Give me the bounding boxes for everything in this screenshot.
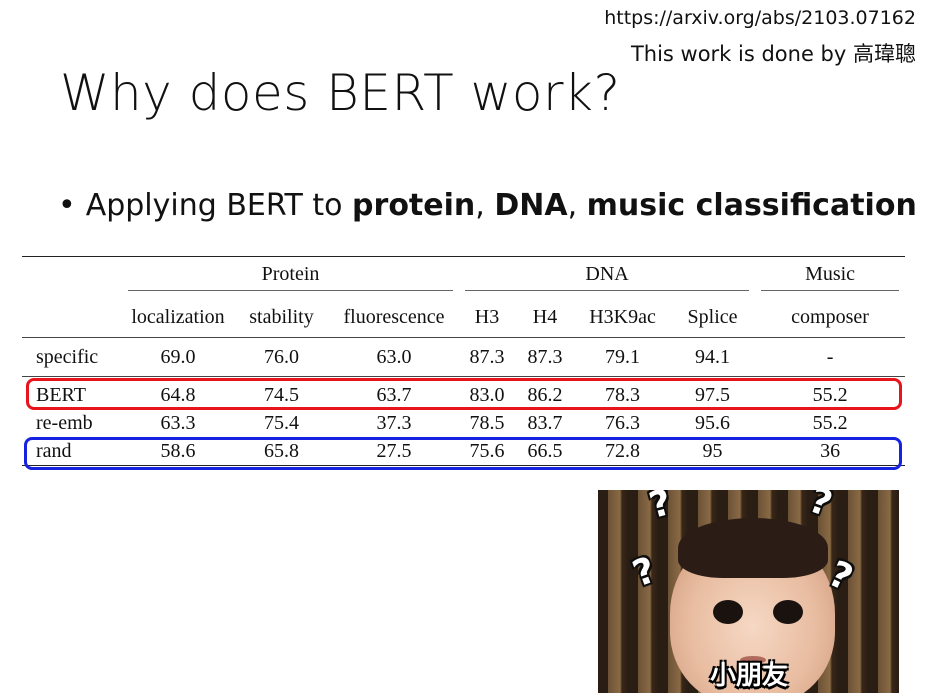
- table-cell: 75.4: [264, 411, 299, 434]
- meme-caption: 小朋友: [710, 661, 789, 691]
- credit-line: This work is done by 高瑋聰: [630, 42, 916, 66]
- bullet-point: • Applying BERT to protein, DNA, music cl…: [58, 188, 917, 223]
- table-cell: 79.1: [575, 337, 671, 377]
- table-cell: 86.2: [527, 383, 563, 406]
- bullet-dna: DNA: [494, 188, 568, 223]
- table-cell: 78.5: [469, 411, 505, 434]
- table-cell: 66.5: [515, 437, 576, 466]
- question-mark-icon: ?: [803, 490, 838, 526]
- table-cell: 97.5: [695, 383, 731, 406]
- column-header: H4: [515, 297, 576, 338]
- bullet-sep-2: ,: [567, 188, 587, 223]
- table-row: rand 58.6 65.8 27.5 75.6 66.5 72.8 95 36: [22, 437, 906, 466]
- table-cell: 74.5: [264, 383, 299, 406]
- table-cell: 58.6: [122, 437, 234, 466]
- table-row: BERT 64.8 74.5 63.7 83.0 86.2 78.3 97.5 …: [22, 377, 905, 410]
- table-cell: 69.0: [122, 337, 234, 377]
- bullet-sep-1: ,: [475, 188, 495, 223]
- group-protein: Protein: [122, 256, 460, 297]
- table-cell: 65.8: [234, 437, 329, 466]
- column-header: stability: [234, 297, 329, 338]
- table-cell: 72.8: [575, 437, 671, 466]
- baby-hair: [678, 518, 828, 578]
- table-cell: 94.1: [670, 337, 756, 377]
- row-label: specific: [22, 337, 122, 377]
- column-header: composer: [755, 297, 906, 338]
- table-group-header-row: Protein DNA Music: [22, 256, 906, 297]
- table-cell: 87.3: [459, 337, 516, 377]
- table-cell: 27.5: [329, 437, 460, 466]
- bullet-prefix: Applying BERT to: [85, 188, 353, 223]
- column-header: H3K9ac: [575, 297, 671, 338]
- table-cell: 64.8: [160, 383, 196, 406]
- slide-title: Why does BERT work?: [60, 64, 621, 122]
- row-label: re-emb: [36, 411, 93, 434]
- table-cell: 36: [755, 437, 906, 466]
- column-header: Splice: [670, 297, 756, 338]
- table-cell: 87.3: [515, 337, 576, 377]
- table-cell: 75.6: [459, 437, 516, 466]
- mouth: [740, 656, 766, 664]
- table-cell: 63.7: [376, 383, 412, 406]
- bullet-marker: •: [58, 188, 76, 223]
- bullet-music: music classification: [586, 188, 917, 223]
- table-cell: 83.7: [527, 411, 563, 434]
- table-cell: -: [755, 337, 906, 377]
- table-cell: 55.2: [812, 411, 848, 434]
- bullet-protein: protein: [352, 188, 476, 223]
- rand-row-highlight: [24, 437, 902, 470]
- table-cell: 78.3: [605, 383, 641, 406]
- table-cell: 95.6: [695, 411, 731, 434]
- row-label: rand: [22, 437, 122, 466]
- column-header: H3: [459, 297, 516, 338]
- column-header: localization: [122, 297, 234, 338]
- column-header: fluorescence: [329, 297, 460, 338]
- results-table: Protein DNA Music localization stability…: [22, 256, 906, 466]
- table-cell: 63.0: [329, 337, 460, 377]
- table-cell: 83.0: [469, 383, 505, 406]
- row-label: BERT: [36, 383, 86, 406]
- group-music: Music: [755, 256, 906, 297]
- confused-baby-photo: ? ? ? ? 小朋友: [598, 490, 899, 693]
- table-cell: 95: [670, 437, 756, 466]
- table-column-header-row: localization stability fluorescence H3 H…: [22, 297, 906, 338]
- group-dna: DNA: [459, 256, 756, 297]
- reference-url[interactable]: https://arxiv.org/abs/2103.07162: [604, 7, 916, 29]
- table-cell: 63.3: [160, 411, 196, 434]
- table-cell: 76.3: [605, 411, 641, 434]
- table-row: re-emb 63.3 75.4 37.3 78.5 83.7 76.3 95.…: [22, 409, 905, 437]
- question-mark-icon: ?: [627, 549, 662, 596]
- question-mark-icon: ?: [645, 490, 676, 528]
- table-cell: 55.2: [812, 383, 848, 406]
- table-row: specific 69.0 76.0 63.0 87.3 87.3 79.1 9…: [22, 337, 906, 377]
- table-cell: 76.0: [234, 337, 329, 377]
- left-eye: [713, 600, 743, 624]
- bert-row-highlight: [26, 378, 902, 410]
- table-cell: 37.3: [376, 411, 412, 434]
- right-eye: [773, 600, 803, 624]
